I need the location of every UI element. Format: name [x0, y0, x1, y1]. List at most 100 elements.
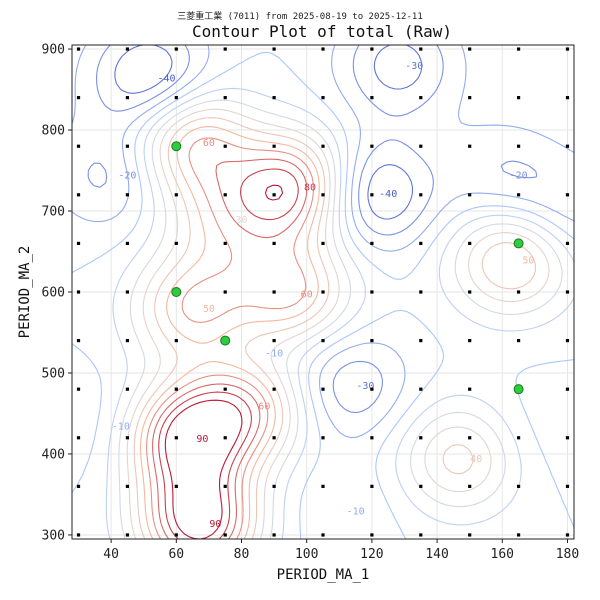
sample-point: [174, 436, 178, 440]
highlight-point: [171, 141, 182, 152]
sample-point: [370, 387, 374, 391]
contour-label: -30: [356, 381, 374, 392]
sample-point: [321, 338, 325, 343]
sample-point: [516, 484, 521, 488]
sample-point: [174, 96, 178, 100]
sample-point: [565, 241, 570, 246]
sample-point: [565, 387, 570, 391]
sample-point: [125, 241, 130, 246]
contour-line: [126, 108, 550, 539]
sample-point: [125, 144, 130, 148]
sample-point: [468, 533, 472, 537]
sample-point: [223, 290, 227, 294]
contour-label: 60: [258, 401, 270, 412]
contour-line: [152, 158, 308, 539]
sample-point: [516, 290, 521, 294]
sample-point: [76, 96, 81, 100]
sample-point: [370, 436, 374, 440]
sample-point: [321, 533, 325, 537]
y-tick-label: 500: [42, 366, 65, 381]
sample-point: [223, 484, 227, 488]
sample-point: [370, 338, 374, 343]
sample-point: [419, 290, 423, 294]
sample-point: [174, 47, 178, 51]
sample-point: [125, 96, 130, 100]
sample-point: [516, 47, 521, 51]
sample-point: [565, 533, 570, 537]
sample-point: [370, 290, 374, 294]
x-ticks: 40 60 80 100 120 140 160 180: [103, 539, 579, 562]
sample-point: [468, 290, 472, 294]
contour-label: -10: [265, 349, 283, 360]
contour-line: [105, 87, 574, 539]
sample-point: [468, 96, 472, 100]
sample-point: [516, 533, 521, 537]
sample-point: [223, 241, 227, 246]
sample-point: [468, 436, 472, 440]
sample-points: [76, 47, 570, 537]
sample-point: [419, 47, 423, 51]
highlight-points: [171, 141, 524, 395]
sample-point: [125, 387, 130, 391]
sample-point: [223, 193, 227, 197]
contour-line: [72, 45, 574, 439]
sample-point: [468, 484, 472, 488]
contour-label: 80: [304, 183, 316, 194]
sample-point: [370, 47, 374, 51]
sample-point: [174, 533, 178, 537]
sample-point: [565, 96, 570, 100]
sample-point: [272, 484, 276, 488]
sample-point: [370, 144, 374, 148]
sample-point: [272, 47, 276, 51]
sample-point: [565, 290, 570, 294]
sample-point: [321, 193, 325, 197]
sample-point: [223, 144, 227, 148]
sample-point: [419, 338, 423, 343]
sample-point: [516, 193, 521, 197]
y-tick-label: 400: [42, 447, 65, 462]
sample-point: [321, 484, 325, 488]
sample-point: [272, 290, 276, 294]
sample-point: [321, 47, 325, 51]
sample-point: [76, 241, 81, 246]
y-tick-label: 800: [42, 124, 65, 139]
sample-point: [468, 193, 472, 197]
x-axis-label: PERIOD_MA_1: [277, 567, 370, 583]
contour-label: 60: [203, 138, 215, 149]
highlight-point: [171, 287, 182, 297]
sample-point: [419, 241, 423, 246]
sample-point: [76, 290, 81, 294]
contour-lines: -40-20-40-30-20-20-30-10-10-108060909060…: [72, 45, 574, 539]
sample-point: [565, 47, 570, 51]
sample-point: [419, 484, 423, 488]
sample-point: [76, 533, 81, 537]
contour-line: [139, 126, 320, 539]
sample-point: [565, 144, 570, 148]
sample-point: [76, 338, 81, 343]
sample-point: [272, 193, 276, 197]
sample-point: [321, 436, 325, 440]
sample-point: [370, 241, 374, 246]
sample-point: [223, 436, 227, 440]
sample-point: [516, 436, 521, 440]
y-ticks: 300 400 500 600 700 800 900: [42, 43, 72, 543]
sample-point: [272, 387, 276, 391]
contour-line: [133, 117, 537, 539]
contour-label: -20: [510, 171, 528, 182]
sample-point: [370, 96, 374, 100]
sample-point: [468, 387, 472, 391]
contour-label: 60: [301, 290, 313, 301]
y-axis-label: PERIOD_MA_2: [17, 246, 33, 339]
highlight-point: [513, 384, 524, 395]
sample-point: [516, 96, 521, 100]
contour-label: -20: [118, 171, 136, 182]
sample-point: [125, 47, 130, 51]
sample-point: [468, 338, 472, 343]
sample-point: [76, 436, 81, 440]
sample-point: [223, 47, 227, 51]
x-tick-label: 100: [295, 547, 318, 562]
contour-label: -10: [347, 507, 365, 518]
sample-point: [516, 338, 521, 343]
sample-point: [272, 533, 276, 537]
y-tick-label: 700: [42, 205, 65, 220]
